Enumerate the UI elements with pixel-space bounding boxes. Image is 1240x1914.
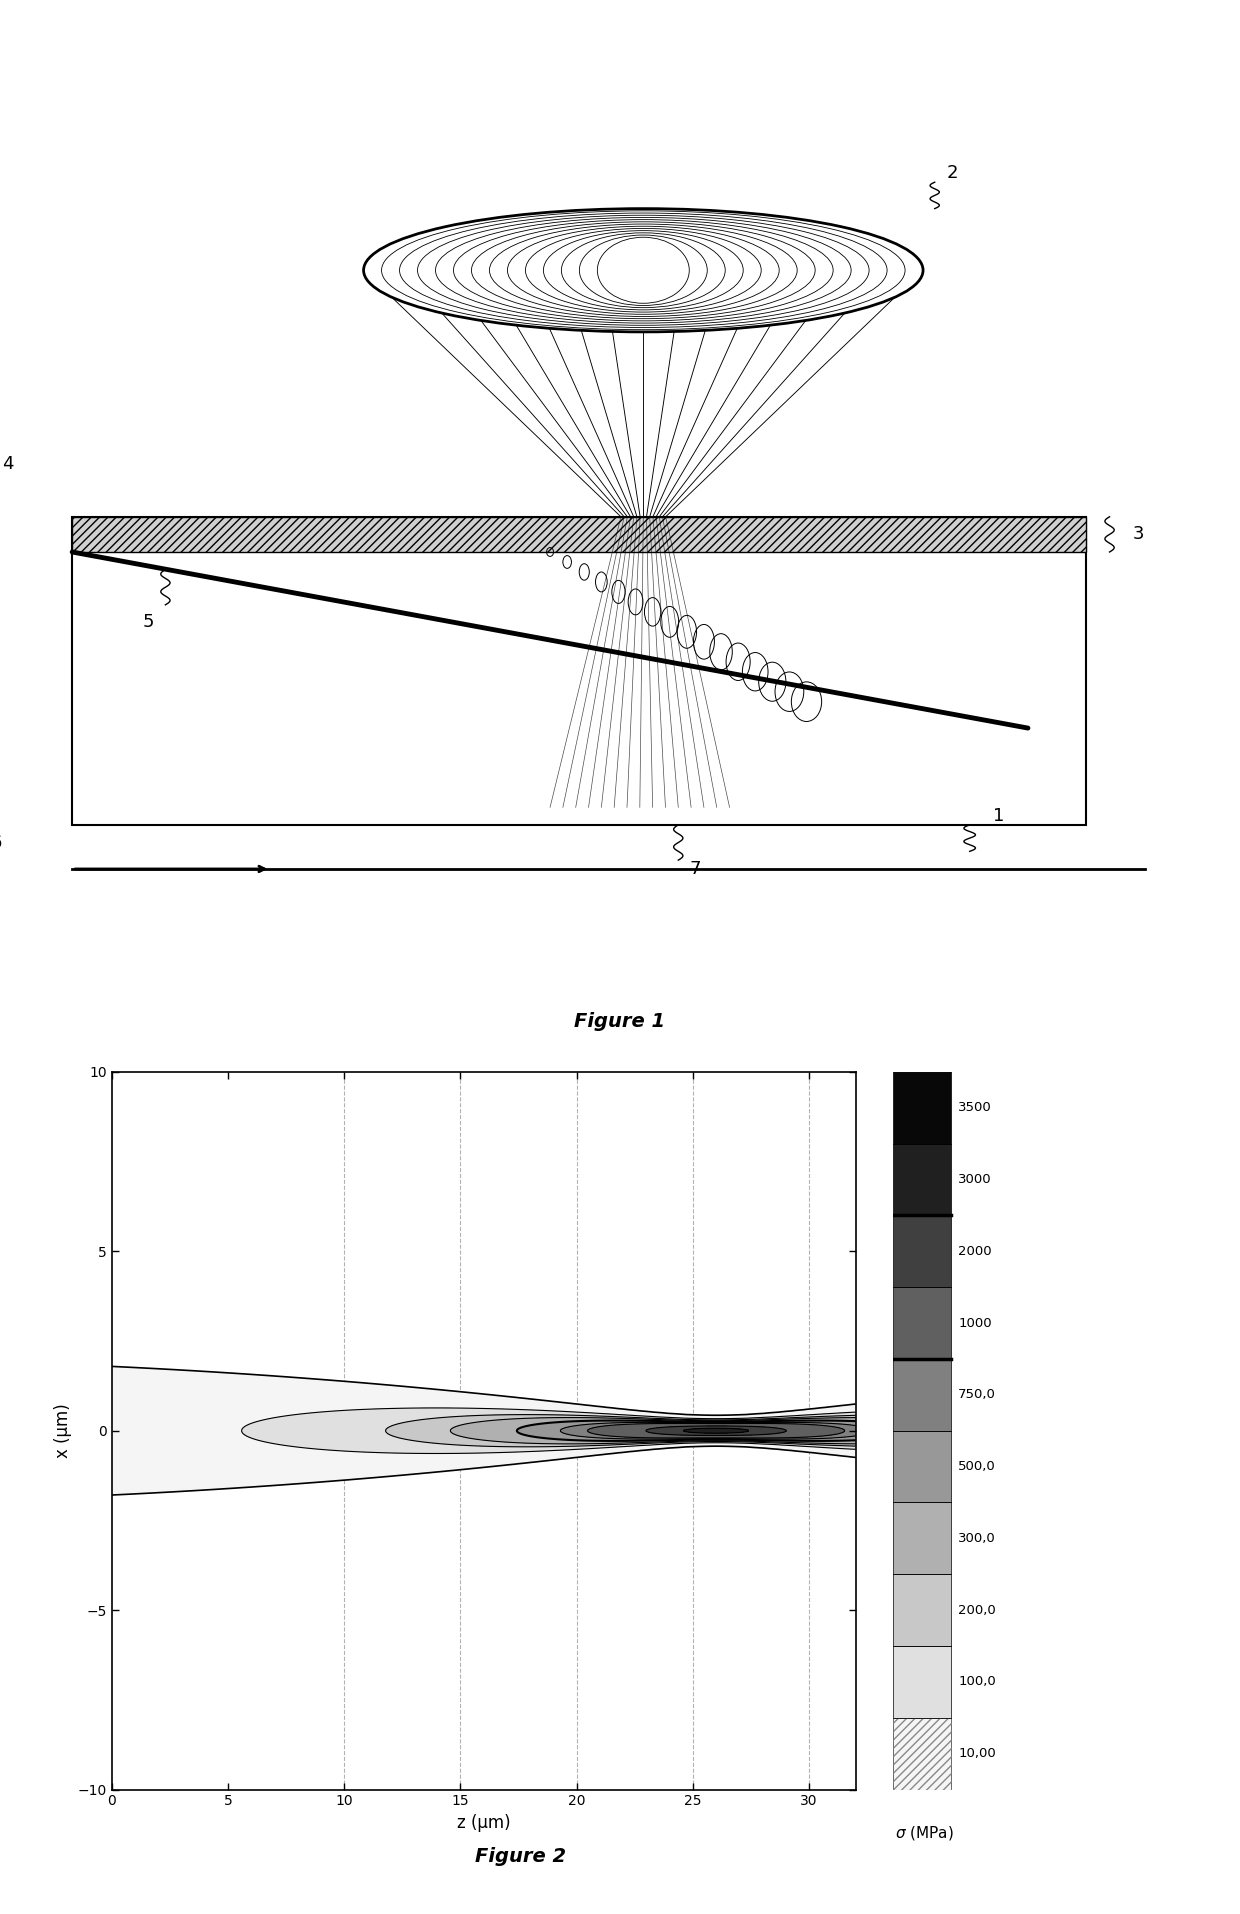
Text: 300,0: 300,0 xyxy=(959,1531,996,1545)
Bar xyxy=(893,1646,951,1719)
Text: 200,0: 200,0 xyxy=(959,1604,996,1617)
Text: 10,00: 10,00 xyxy=(959,1747,996,1761)
Text: 3500: 3500 xyxy=(959,1101,992,1114)
Bar xyxy=(893,1072,951,1143)
X-axis label: z (μm): z (μm) xyxy=(456,1814,511,1832)
Bar xyxy=(893,1215,951,1286)
Bar xyxy=(893,1719,951,1790)
Ellipse shape xyxy=(363,209,923,331)
Text: 7: 7 xyxy=(689,859,702,879)
Bar xyxy=(893,1143,951,1215)
Bar xyxy=(893,1359,951,1430)
Text: 2000: 2000 xyxy=(959,1244,992,1257)
Text: 4: 4 xyxy=(2,456,14,473)
Text: 750,0: 750,0 xyxy=(959,1388,996,1401)
Text: 1: 1 xyxy=(993,808,1004,825)
Bar xyxy=(893,1719,951,1790)
Text: $\sigma$ (MPa): $\sigma$ (MPa) xyxy=(895,1824,954,1841)
Text: 3: 3 xyxy=(1133,524,1145,544)
Bar xyxy=(893,1430,951,1502)
Text: 3000: 3000 xyxy=(959,1173,992,1187)
Bar xyxy=(72,517,1086,551)
Bar xyxy=(893,1286,951,1359)
Y-axis label: x (μm): x (μm) xyxy=(53,1403,72,1458)
Text: 6: 6 xyxy=(0,833,2,852)
Bar xyxy=(893,1502,951,1573)
Text: Figure 2: Figure 2 xyxy=(475,1847,567,1866)
Text: 5: 5 xyxy=(143,612,154,632)
Text: 500,0: 500,0 xyxy=(959,1460,996,1474)
Text: Figure 1: Figure 1 xyxy=(574,1013,666,1032)
Text: 100,0: 100,0 xyxy=(959,1675,996,1688)
Text: 2: 2 xyxy=(946,165,957,182)
Bar xyxy=(72,517,1086,825)
Bar xyxy=(893,1573,951,1646)
Text: 1000: 1000 xyxy=(959,1317,992,1330)
